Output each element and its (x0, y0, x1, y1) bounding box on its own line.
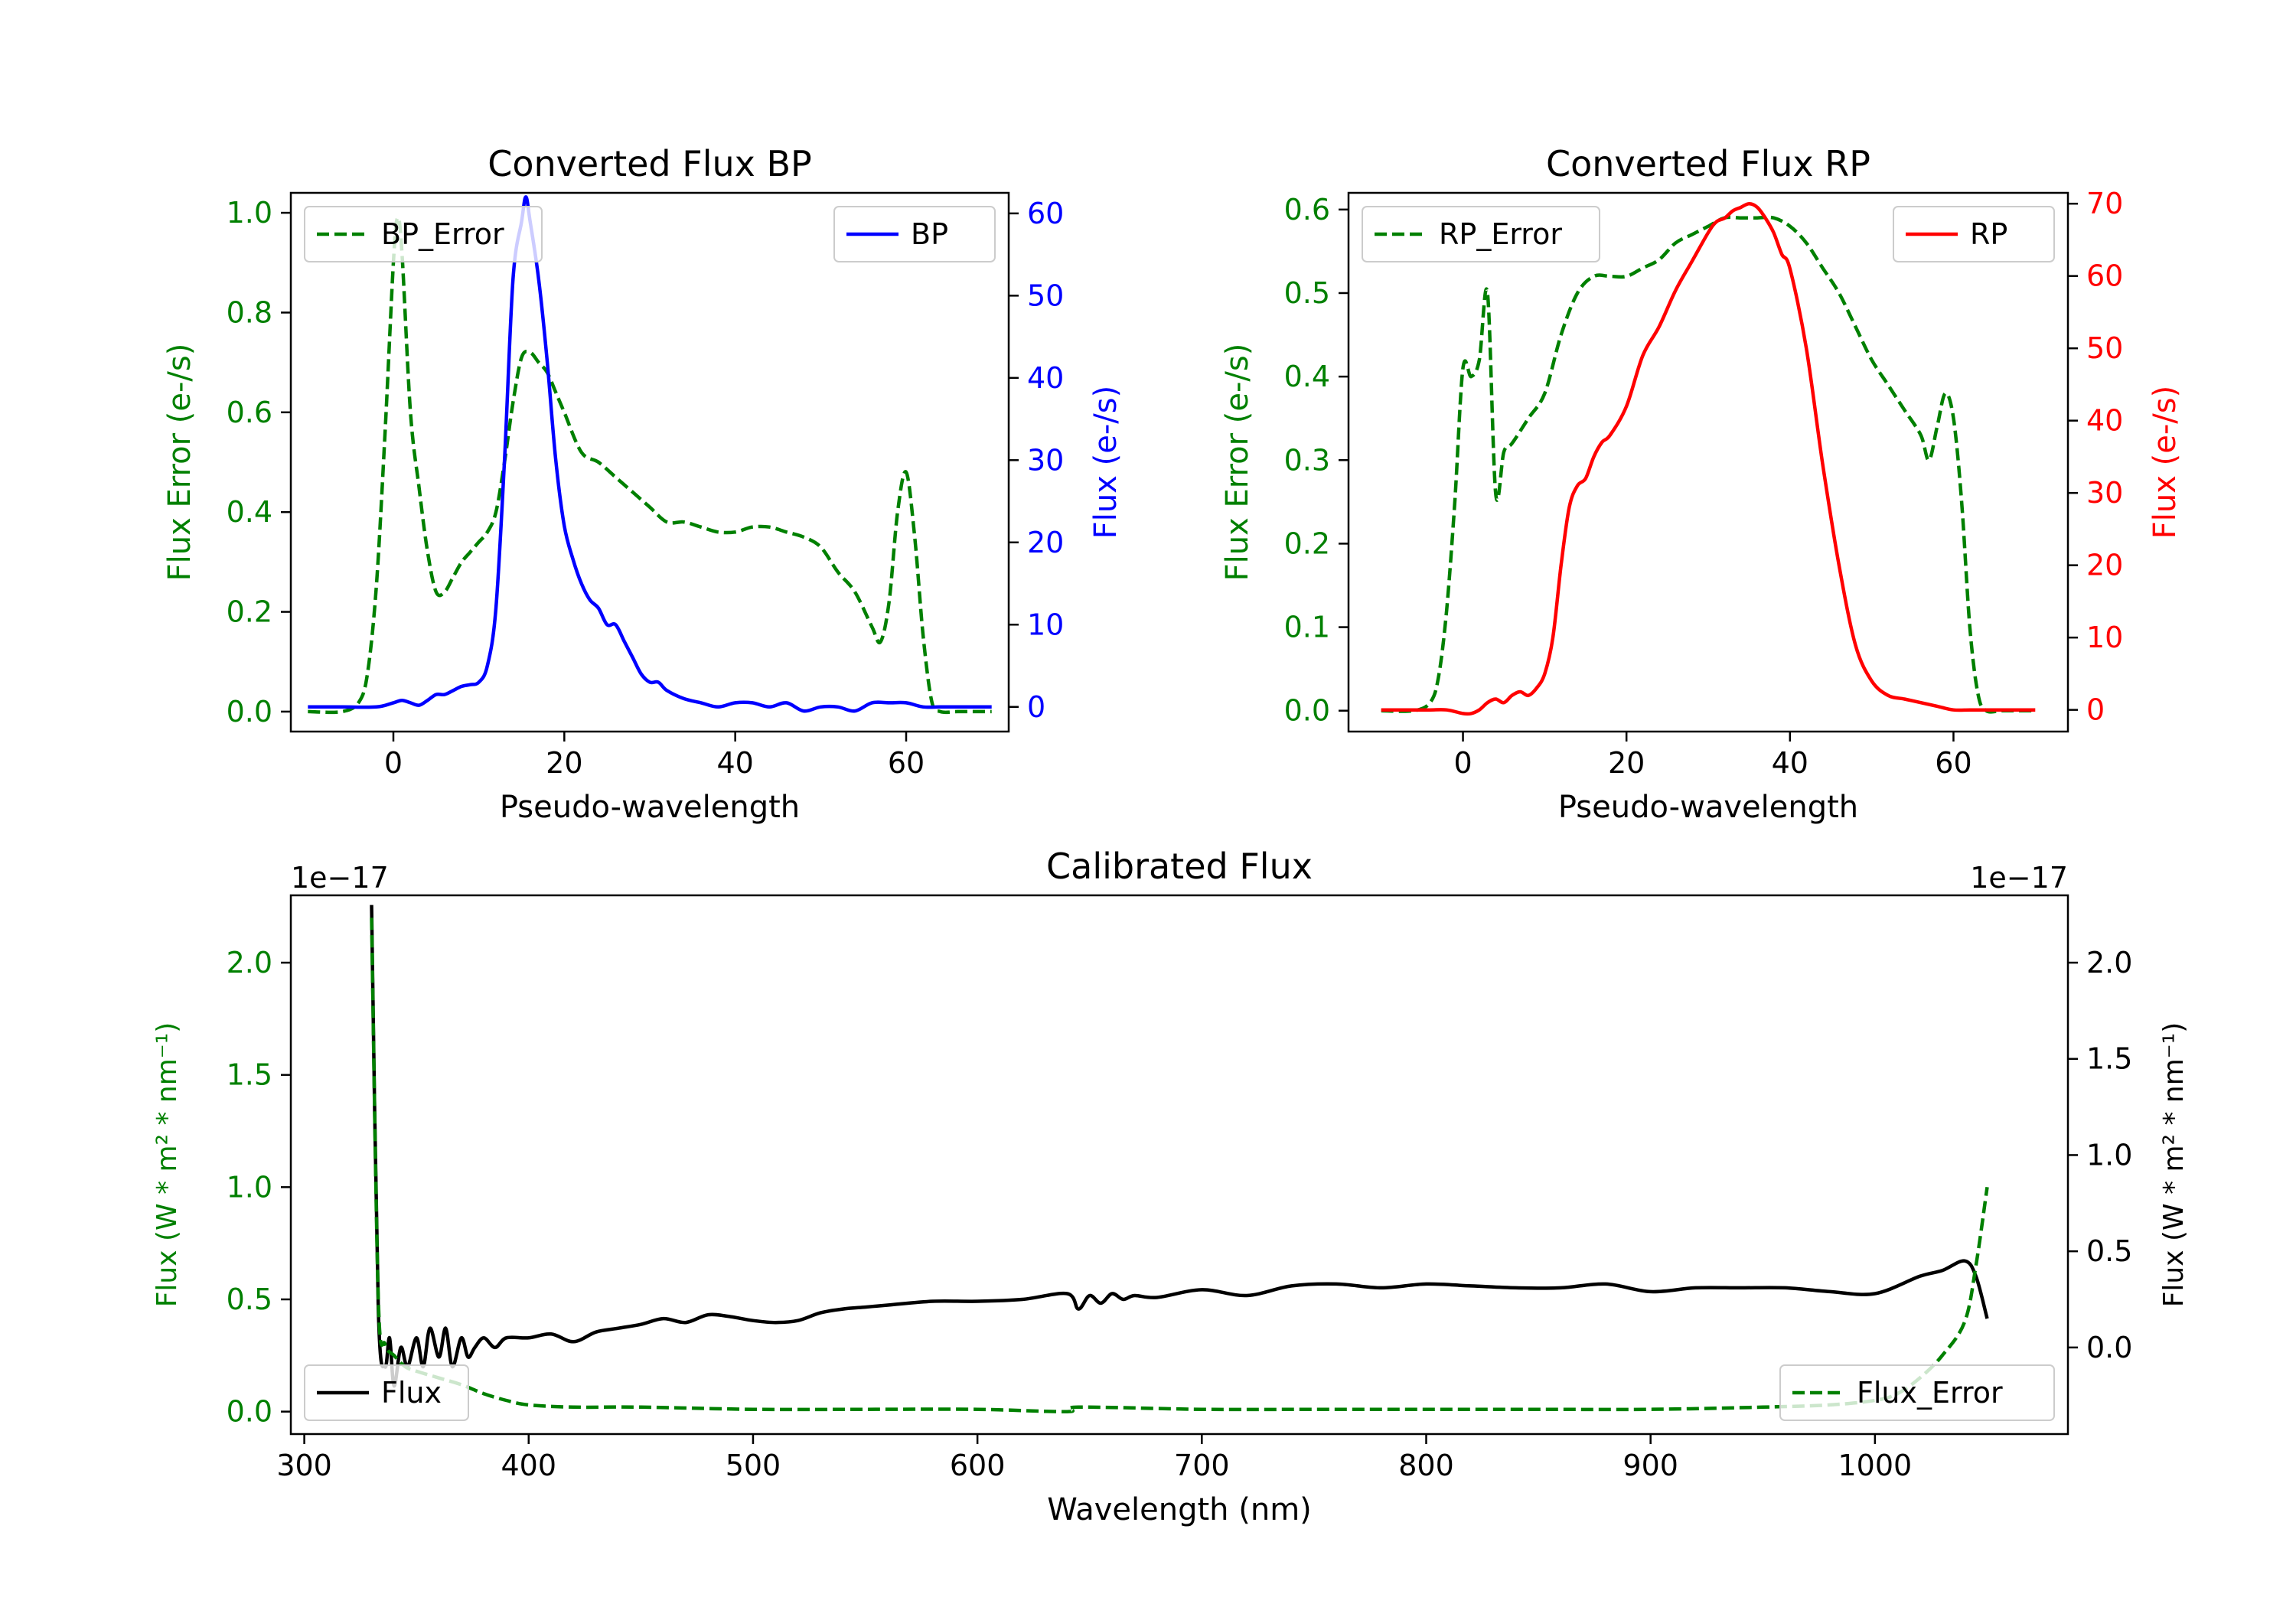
y-left-axis-label: Flux Error (e-/s) (1220, 344, 1255, 582)
y-right-tick-label: 40 (2086, 404, 2123, 438)
y-right-tick-label: 50 (2086, 331, 2123, 365)
x-tick-label: 700 (1174, 1449, 1230, 1482)
x-axis-label: Pseudo-wavelength (1558, 790, 1858, 825)
legend-label: RP_Error (1439, 217, 1562, 251)
x-tick-label: 1000 (1838, 1449, 1913, 1482)
y-right-offset-label: 1e−17 (1970, 861, 2068, 895)
x-tick-label: 20 (546, 746, 582, 780)
legend-left: BP_Error (304, 206, 543, 262)
y-right-tick-label: 0.0 (2086, 1331, 2132, 1364)
x-tick-label: 40 (1772, 746, 1808, 780)
legend-box (1893, 206, 2055, 262)
legend-left: RP_Error (1362, 206, 1600, 262)
x-axis-label: Pseudo-wavelength (500, 790, 800, 825)
legend-label: BP_Error (381, 217, 504, 251)
legend-box (833, 206, 996, 262)
legend-box (304, 1364, 469, 1421)
series-line-rp (1381, 201, 2036, 716)
x-tick-label: 300 (276, 1449, 332, 1482)
y-right-tick-label: 0 (2086, 693, 2105, 727)
y-right-axis-label: Flux (e-/s) (2148, 386, 2183, 539)
y-right-tick-label: 30 (2086, 476, 2123, 510)
y-right-tick-label: 10 (1027, 608, 1064, 641)
y-left-axis-label: Flux Error (e-/s) (162, 344, 197, 582)
y-left-tick-label: 2.0 (227, 946, 272, 980)
y-left-axis-label: Flux (W * m² * nm⁻¹) (152, 1022, 183, 1308)
legend-box (1779, 1364, 2055, 1421)
x-tick-label: 600 (950, 1449, 1006, 1482)
y-left-tick-label: 0.0 (1284, 694, 1330, 728)
y-left-tick-label: 0.0 (227, 1395, 272, 1429)
y-right-tick-label: 2.0 (2086, 946, 2132, 980)
series-line-flux (370, 905, 1989, 1388)
x-tick-label: 900 (1623, 1449, 1678, 1482)
y-left-tick-label: 0.5 (227, 1283, 272, 1316)
x-tick-label: 60 (1935, 746, 1971, 780)
x-tick-label: 60 (888, 746, 925, 780)
y-right-tick-label: 40 (1027, 361, 1064, 395)
plot-frame (289, 894, 2069, 1436)
chart-calibrated: 300 400 500 600 700 800 900 1000 0.0 0.5 1.0 1.5 2.0… (152, 846, 2190, 1527)
y-left-tick-label: 0.4 (1284, 360, 1330, 393)
y-right-tick-label: 10 (2086, 621, 2123, 654)
x-tick-label: 500 (726, 1449, 781, 1482)
y-right-tick-label: 20 (2086, 549, 2123, 582)
y-right-tick-label: 50 (1027, 279, 1064, 312)
y-right-tick-label: 0.5 (2086, 1234, 2132, 1268)
y-left-tick-label: 1.0 (227, 1170, 272, 1204)
series-line-bp-error (308, 215, 992, 715)
legend-right: Flux_Error (1779, 1364, 2055, 1421)
legend-box (1362, 206, 1600, 262)
y-left-tick-label: 0.0 (227, 695, 272, 729)
chart-rp: 0 20 40 60 0.0 0.1 0.2 0.3 0.4 0.5 0.6 0 10 20 30 40 50 6… (1220, 143, 2183, 825)
series-line-rp-error (1381, 215, 2036, 714)
y-right-tick-label: 20 (1027, 526, 1064, 559)
y-right-tick-label: 1.5 (2086, 1042, 2132, 1076)
legend-right: BP (833, 206, 996, 262)
chart-bp: 0 20 40 60 0.0 0.2 0.4 0.6 0.8 1.0 0 10 20 30 40 50 60 Co… (162, 143, 1124, 825)
x-axis-label: Wavelength (nm) (1047, 1492, 1312, 1527)
y-left-tick-label: 1.0 (227, 196, 272, 230)
legend-label: Flux_Error (1857, 1376, 2003, 1410)
y-right-tick-label: 0 (1027, 690, 1045, 724)
y-left-tick-label: 0.4 (227, 495, 272, 529)
y-right-tick-label: 60 (1027, 197, 1064, 230)
legend-right: RP (1893, 206, 2055, 262)
x-tick-label: 800 (1398, 1449, 1454, 1482)
x-tick-label: 0 (384, 746, 403, 780)
y-left-tick-label: 0.5 (1284, 276, 1330, 310)
y-left-tick-label: 0.6 (227, 396, 272, 429)
legend-label: BP (911, 217, 948, 251)
y-right-axis-label: Flux (W * m² * nm⁻¹) (2158, 1022, 2190, 1308)
series-line-flux-error (370, 918, 1989, 1414)
y-left-tick-label: 0.2 (1284, 526, 1330, 560)
y-left-tick-label: 1.5 (227, 1058, 272, 1092)
x-tick-label: 20 (1608, 746, 1645, 780)
y-left-tick-label: 0.2 (227, 595, 272, 629)
chart-title: Calibrated Flux (1046, 846, 1313, 887)
y-right-tick-label: 70 (2086, 187, 2123, 220)
legend-label: RP (1970, 217, 2007, 251)
chart-title: Converted Flux BP (488, 143, 812, 184)
legend-box (304, 206, 543, 262)
y-left-offset-label: 1e−17 (291, 861, 389, 895)
y-left-tick-label: 0.6 (1284, 193, 1330, 227)
legend-label: Flux (381, 1376, 442, 1410)
plot-frame (1347, 191, 2069, 733)
x-tick-label: 40 (716, 746, 753, 780)
y-left-tick-label: 0.1 (1284, 611, 1330, 644)
y-right-tick-label: 30 (1027, 443, 1064, 477)
legend-left: Flux (304, 1364, 469, 1421)
plot-frame (289, 191, 1010, 733)
y-left-tick-label: 0.8 (227, 295, 272, 329)
y-left-tick-label: 0.3 (1284, 443, 1330, 477)
y-right-tick-label: 60 (2086, 259, 2123, 293)
x-tick-label: 0 (1453, 746, 1472, 780)
x-tick-label: 400 (501, 1449, 557, 1482)
series-line-bp (308, 195, 992, 713)
y-right-axis-label: Flux (e-/s) (1088, 386, 1124, 539)
chart-title: Converted Flux RP (1546, 143, 1870, 184)
y-right-tick-label: 1.0 (2086, 1138, 2132, 1172)
